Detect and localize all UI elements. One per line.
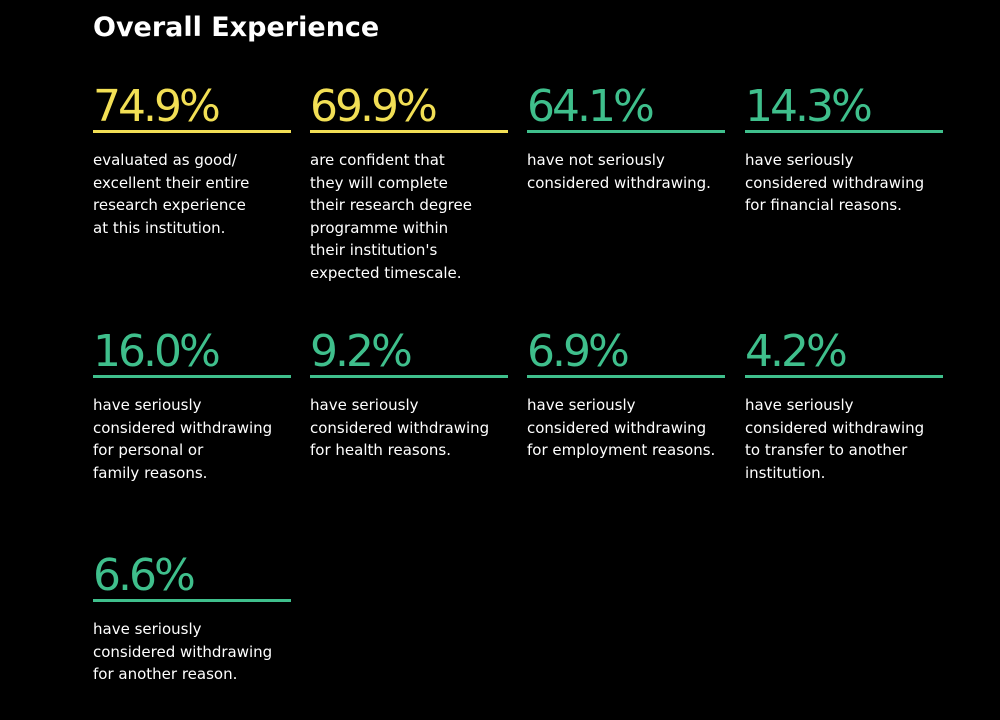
description-line: at this institution. — [93, 218, 226, 237]
description-line: considered withdrawing — [93, 642, 273, 661]
stat-description: have seriously considered withdrawing for … — [93, 618, 291, 686]
stat-block: 16.0% have seriously considered withdrawin… — [93, 329, 291, 484]
description-line: have seriously — [745, 396, 854, 414]
stat-value: 16.0% — [93, 326, 221, 377]
title: Overall Experience — [93, 12, 380, 43]
stat-value: 69.9% — [310, 81, 438, 132]
description-line: considered withdrawing — [93, 418, 273, 437]
underline — [527, 375, 725, 378]
underline — [93, 130, 291, 133]
stat-description: have seriously considered withdrawing to t… — [745, 394, 943, 484]
description-line: for financial reasons. — [745, 196, 902, 214]
description-line: excellent their entire — [93, 173, 250, 192]
description-line: have seriously — [527, 396, 636, 414]
description-line: considered withdrawing — [310, 418, 490, 437]
description-line: family reasons. — [93, 463, 208, 482]
description-line: have seriously — [93, 620, 202, 638]
stat-value: 6.6% — [93, 550, 196, 601]
stat-value: 4.2% — [745, 326, 848, 377]
description-line: expected timescale. — [310, 263, 462, 282]
stat-description: are confident that they will complete thei… — [310, 149, 508, 284]
stat-description: have seriously considered withdrawing for … — [527, 394, 725, 462]
description-line: they will complete — [310, 173, 448, 192]
description-line: considered withdrawing — [527, 418, 707, 437]
stat-description: have seriously considered withdrawing for … — [310, 394, 508, 462]
description-line: are confident that — [310, 151, 445, 169]
description-line: their institution's — [310, 241, 438, 259]
stat-block: 69.9% are confident that they will complet… — [310, 84, 508, 284]
stat-block: 9.2% have seriously considered withdrawing… — [310, 329, 508, 462]
stat-block: 74.9% evaluated as good/excellent their e… — [93, 84, 291, 239]
stat-value: 9.2% — [310, 326, 413, 377]
description-line: evaluated as good/ — [93, 151, 237, 169]
description-line: to transfer to another — [745, 441, 908, 459]
description-line: research experience — [93, 196, 246, 214]
description-line: their research degree — [310, 196, 472, 214]
underline — [310, 375, 508, 378]
description-line: for health reasons. — [310, 441, 451, 459]
underline — [93, 375, 291, 378]
stat-block: 4.2% have seriously considered withdrawing… — [745, 329, 943, 484]
description-line: have seriously — [745, 151, 854, 169]
description-line: institution. — [745, 463, 826, 482]
underline — [310, 130, 508, 133]
description-line: for employment reasons. — [527, 441, 716, 459]
underline — [745, 130, 943, 133]
description-line: have seriously — [310, 396, 419, 414]
stat-value: 74.9% — [93, 81, 221, 132]
description-line: considered withdrawing. — [527, 173, 711, 192]
stat-value: 6.9% — [527, 326, 630, 377]
description-line: considered withdrawing — [745, 173, 925, 192]
stat-block: 14.3% have seriously considered withdrawin… — [745, 84, 943, 217]
stat-description: have seriously considered withdrawing for … — [93, 394, 291, 484]
stat-description: have not seriously considered withdrawing… — [527, 149, 725, 194]
stat-value: 64.1% — [527, 81, 655, 132]
underline — [745, 375, 943, 378]
underline — [527, 130, 725, 133]
stat-block: 6.9% have seriously considered withdrawing… — [527, 329, 725, 462]
stat-block: 6.6% have seriously considered withdrawing… — [93, 553, 291, 686]
description-line: have not seriously — [527, 151, 665, 169]
description-line: considered withdrawing — [745, 418, 925, 437]
stat-block: 64.1% have not seriously considered withdr… — [527, 84, 725, 194]
description-line: programme within — [310, 218, 449, 237]
description-line: have seriously — [93, 396, 202, 414]
stat-description: evaluated as good/excellent their entire… — [93, 149, 291, 239]
underline — [93, 599, 291, 602]
stat-description: have seriously considered withdrawing for … — [745, 149, 943, 217]
description-line: for another reason. — [93, 665, 238, 683]
description-line: for personal or — [93, 441, 204, 459]
stat-value: 14.3% — [745, 81, 873, 132]
